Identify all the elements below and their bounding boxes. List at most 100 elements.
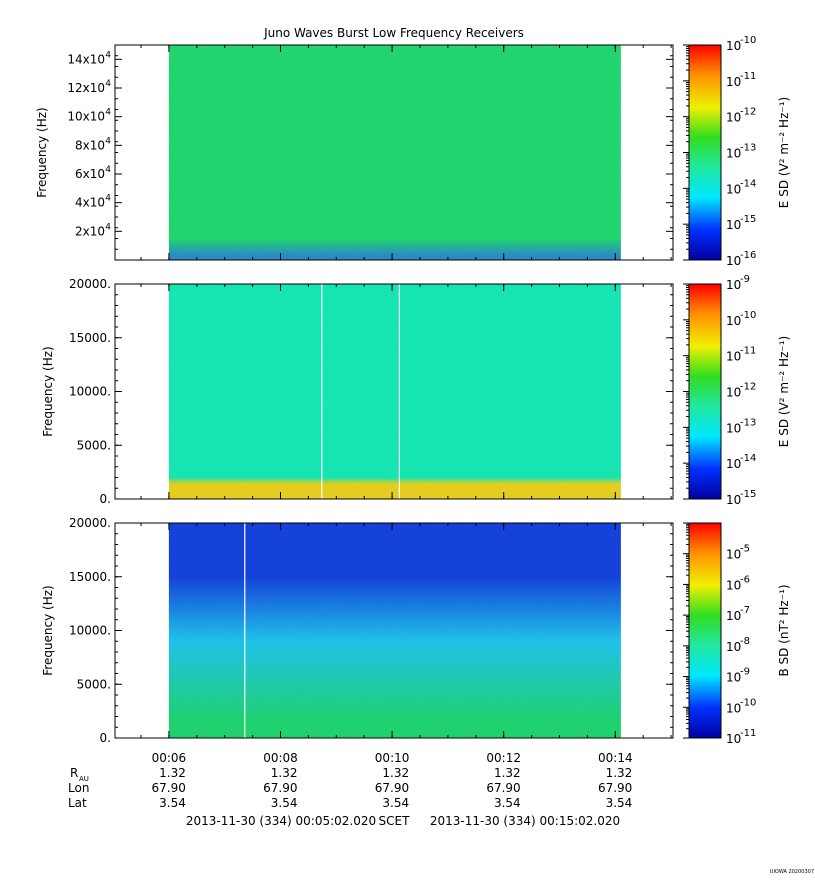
y-tick-label: 6x10 [75,167,105,181]
colorbar-tick-label: 10 [726,457,741,471]
ephemeris-value: 3.54 [606,796,633,810]
colorbar [689,45,721,260]
y-tick-label: 10x10 [67,110,105,124]
colorbar-tick-label: 10 [726,609,741,623]
y-axis-label: Frequency (Hz) [41,346,55,437]
ephemeris-label: Lat [68,796,87,810]
y-tick-exponent: 4 [105,194,111,204]
colorbar-tick-label: 10 [726,732,741,746]
ephemeris-value: 3.54 [494,796,521,810]
y-tick-exponent: 4 [105,50,111,60]
footer-end-time: 2013-11-30 (334) 00:15:02.020 [430,814,620,828]
colorbar-tick-exponent: -15 [740,489,756,500]
colorbar-tick-exponent: -12 [740,107,756,118]
ephemeris-table: R AU 1.32 1.32 1.32 1.32 1.32 Lon 67.90 67.90 67.9… [68,766,632,810]
colorbar-tick-exponent: -13 [740,143,756,154]
ephemeris-value: 67.90 [152,781,186,795]
spectrogram-noise [168,284,621,499]
colorbar-tick-exponent: -14 [740,178,756,189]
colorbar-tick-exponent: -9 [740,274,750,285]
panel-3: 0. 5000. 10000. 15000. 20000. Frequency (Hz) 1… [41,516,791,746]
colorbar-tick-exponent: -9 [740,667,750,678]
y-tick-exponent: 4 [105,136,111,146]
x-tick-label: 00:10 [375,751,410,765]
ephemeris-value: 67.90 [598,781,632,795]
colorbar-tick-exponent: -10 [740,310,756,321]
y-tick-label: 5000. [77,438,111,452]
colorbar-tick-label: 10 [726,39,741,53]
colorbar-tick-label: 10 [726,75,741,89]
ephemeris-value: 1.32 [271,766,298,780]
y-tick-exponent: 4 [105,165,111,175]
ephemeris-value: 1.32 [382,766,409,780]
y-tick-label: 0. [100,492,111,506]
credit-label: UIOWA 20200307 [770,869,814,875]
colorbar-tick-label: 10 [726,701,741,715]
colorbar-tick-label: 10 [726,254,741,268]
y-tick-label: 12x10 [67,81,105,95]
panel-2: 0. 5000. 10000. 15000. 20000. Frequency (Hz) 1… [41,274,791,507]
y-tick-label: 10000. [69,385,111,399]
colorbar [689,523,721,738]
footer-scet-label: SCET [379,814,411,828]
colorbar-tick-exponent: -5 [740,544,750,555]
ephemeris-value: 1.32 [606,766,633,780]
ephemeris-label: R [70,766,78,780]
y-tick-label: 20000. [69,516,111,530]
ephemeris-value: 67.90 [486,781,520,795]
colorbar-tick-label: 10 [726,218,741,232]
colorbar-tick-label: 10 [726,640,741,654]
y-tick-exponent: 4 [105,79,111,89]
y-tick-label: 5000. [77,677,111,691]
x-tick-label: 00:12 [486,751,521,765]
spectrogram-noise [168,45,621,260]
x-tick-label: 00:14 [598,751,633,765]
colorbar-tick-label: 10 [726,182,741,196]
chart-title: Juno Waves Burst Low Frequency Receivers [263,26,524,40]
colorbar-tick-label: 10 [726,548,741,562]
colorbar-tick-exponent: -10 [740,697,756,708]
ephemeris-value: 1.32 [159,766,186,780]
colorbar-tick-exponent: -16 [740,250,756,261]
ephemeris-label-subscript: AU [79,775,89,783]
colorbar-tick-label: 10 [726,111,741,125]
y-tick-label: 20000. [69,277,111,291]
x-tick-label: 00:08 [263,751,298,765]
y-tick-exponent: 4 [105,108,111,118]
colorbar-label: E SD (V² m⁻² Hz⁻¹) [777,336,791,447]
colorbar-tick-exponent: -15 [740,214,756,225]
colorbar-tick-exponent: -11 [740,346,756,357]
colorbar-tick-exponent: -7 [740,605,750,616]
y-tick-label: 0. [100,731,111,745]
ephemeris-value: 67.90 [263,781,297,795]
colorbar-tick-exponent: -6 [740,574,750,585]
colorbar-tick-label: 10 [726,671,741,685]
y-axis-label: Frequency (Hz) [41,585,55,676]
colorbar-tick-exponent: -8 [740,636,750,647]
y-tick-exponent: 4 [105,222,111,232]
y-tick-label: 8x10 [75,138,105,152]
colorbar-tick-exponent: -10 [740,35,756,46]
y-tick-label: 4x10 [75,196,105,210]
colorbar-tick-label: 10 [726,578,741,592]
ephemeris-value: 1.32 [494,766,521,780]
colorbar-tick-exponent: -12 [740,382,756,393]
colorbar-tick-label: 10 [726,493,741,507]
y-axis-label: Frequency (Hz) [35,107,49,198]
colorbar-label: B SD (nT² Hz⁻¹) [777,584,791,676]
ephemeris-value: 3.54 [159,796,186,810]
y-tick-label: 10000. [69,624,111,638]
colorbar-tick-label: 10 [726,350,741,364]
ephemeris-label: Lon [68,781,89,795]
spectrogram-noise [168,523,621,738]
colorbar-tick-label: 10 [726,421,741,435]
ephemeris-value: 67.90 [375,781,409,795]
y-tick-label: 15000. [69,331,111,345]
y-tick-label: 15000. [69,570,111,584]
colorbar-tick-label: 10 [726,386,741,400]
colorbar-tick-exponent: -11 [740,71,756,82]
colorbar-label: E SD (V² m⁻² Hz⁻¹) [777,97,791,208]
